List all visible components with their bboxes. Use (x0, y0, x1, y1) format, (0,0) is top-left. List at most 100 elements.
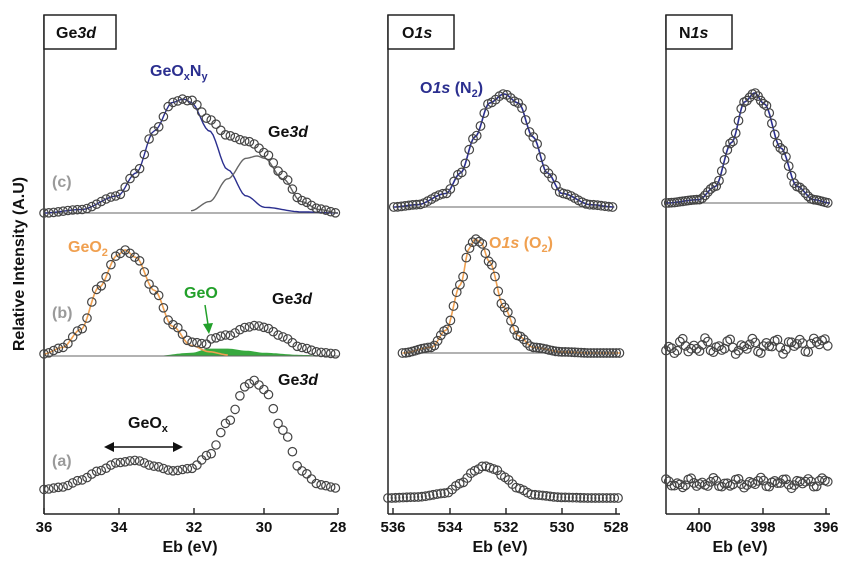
o1s-c-marker-24 (479, 108, 490, 118)
ge3d-b-marker-1 (43, 347, 54, 358)
ge3d-b-marker-15 (110, 251, 121, 262)
n1s-b-marker-46 (789, 341, 800, 352)
ge3d-c-marker-52 (287, 184, 298, 194)
o1s-a-marker-39 (530, 489, 540, 500)
ge3d-a-marker-10 (87, 469, 97, 479)
n1s-a-marker-5 (675, 479, 685, 490)
ge3d-c-marker-12 (96, 196, 107, 207)
n1s-c-marker-39 (769, 129, 780, 140)
o1s-a-marker-15 (439, 488, 450, 499)
n1s-b-marker-57 (820, 334, 830, 345)
o1s-b-marker-29 (490, 271, 500, 282)
o1s-a-marker-61 (613, 493, 623, 503)
n1s-c-marker-11 (691, 194, 702, 205)
tick-label-1-2: 532 (493, 519, 518, 536)
ge3d-a-marker-18 (125, 456, 135, 466)
ge3d-c-marker-5 (63, 205, 73, 216)
n1s-b-marker-16 (705, 345, 716, 356)
n1s-a-marker-28 (739, 482, 749, 493)
ge3d-c-marker-1 (43, 208, 54, 218)
o1s-b-marker-48 (550, 346, 561, 357)
label-c: (c) (52, 174, 72, 191)
o1s-title: O1s (402, 25, 432, 42)
ge3d-b-marker-58 (316, 347, 326, 358)
n1s-c-marker-26 (733, 115, 744, 126)
o1s-b-marker-52 (563, 347, 574, 357)
n1s-a-marker-39 (769, 476, 780, 486)
o1s-a-marker-43 (545, 491, 555, 502)
n1s-b-marker-48 (794, 334, 805, 345)
ge3d-c-marker-48 (268, 158, 279, 168)
n1s-a-marker-34 (755, 472, 766, 483)
o1s-a-marker-12 (428, 489, 439, 500)
o1s-b-marker-59 (585, 348, 596, 358)
o1s-c-marker-42 (547, 173, 557, 183)
n1s-b-marker-14 (700, 333, 710, 344)
o1s-a-marker-9 (417, 491, 427, 502)
ge3d-c-marker-13 (101, 194, 111, 204)
n1s-c-marker-48 (794, 182, 805, 193)
n1s-b-marker-34 (755, 348, 766, 358)
o1s-b-marker-50 (557, 347, 567, 357)
o1s-b-marker-19 (458, 271, 469, 282)
ge3d-c-marker-47 (263, 150, 274, 161)
ge3d-a-marker-24 (153, 461, 164, 472)
ge3d-c-marker-57 (311, 203, 322, 213)
n1s-a-marker-54 (811, 481, 822, 492)
ge3d-a-marker-39 (225, 415, 236, 425)
ge3d-c-marker-51 (282, 175, 293, 185)
ge3d-c-marker-2 (48, 207, 59, 218)
label-ge3d-a: Ge3d (278, 372, 319, 389)
o1s-a-marker-40 (533, 490, 544, 501)
ge3d-c-marker-33 (196, 107, 207, 117)
n1s-c-marker-25 (730, 128, 741, 139)
n1s-c-marker-23 (725, 138, 735, 149)
ge3d-b-marker-55 (301, 343, 312, 354)
o1s-b-marker-11 (432, 335, 443, 346)
o1s-b-marker-16 (448, 301, 459, 311)
n1s-b-marker-30 (744, 339, 755, 350)
o1s-b-marker-25 (477, 238, 488, 249)
o1s-a-marker-52 (579, 493, 589, 503)
ge3d-a-marker-54 (297, 466, 307, 476)
ge3d-a-marker-13 (101, 463, 111, 473)
ge3d-b-marker-23 (149, 285, 159, 295)
ge3d-b-geo-fill (154, 348, 338, 356)
ge3d-c-marker-18 (125, 173, 135, 184)
ge3d-b-marker-60 (325, 348, 336, 359)
ge3d-b-marker-24 (153, 290, 164, 301)
o1s-b-marker-28 (486, 260, 497, 270)
ge3d-a-marker-48 (268, 403, 279, 414)
geox-arrow-right (173, 442, 183, 452)
ge3d-a-marker-41 (235, 390, 245, 401)
ge3d-b-marker-54 (297, 342, 307, 353)
n1s-b-marker-25 (730, 349, 741, 359)
n1s-b-marker-8 (683, 346, 694, 357)
n1s-c-marker-49 (797, 184, 808, 195)
n1s-title: N1s (679, 25, 708, 42)
ge3d-b-marker-41 (235, 324, 245, 335)
ge3d-c-marker-56 (306, 200, 317, 211)
n1s-b-marker-12 (694, 346, 705, 357)
o1s-a-marker-45 (552, 492, 563, 503)
o1s-c-marker-29 (498, 89, 509, 99)
ge3d-b-marker-46 (258, 322, 269, 333)
ge3d-a-marker-55 (301, 468, 312, 479)
ge3d-c-marker-59 (321, 205, 331, 215)
ge3d-a-marker-43 (244, 378, 255, 389)
ge3d-b-marker-30 (182, 335, 193, 346)
o1s-c-marker-20 (464, 144, 475, 155)
o1s-c-marker-0 (388, 202, 399, 212)
n1s-c-marker-43 (781, 151, 791, 162)
o1s-a-marker-54 (586, 493, 597, 503)
o1s-a-marker-5 (401, 492, 412, 503)
n1s-c-marker-38 (767, 118, 777, 129)
ge3d-a-marker-12 (96, 465, 107, 476)
ge3d-a-marker-49 (273, 418, 283, 429)
o1s-c-marker-57 (603, 201, 614, 212)
ge3d-c-marker-16 (115, 189, 126, 200)
n1s-b-marker-13 (697, 340, 708, 350)
label-b: (b) (52, 305, 72, 322)
o1s-b-marker-56 (576, 347, 586, 358)
ge3d-b-marker-22 (144, 279, 154, 289)
